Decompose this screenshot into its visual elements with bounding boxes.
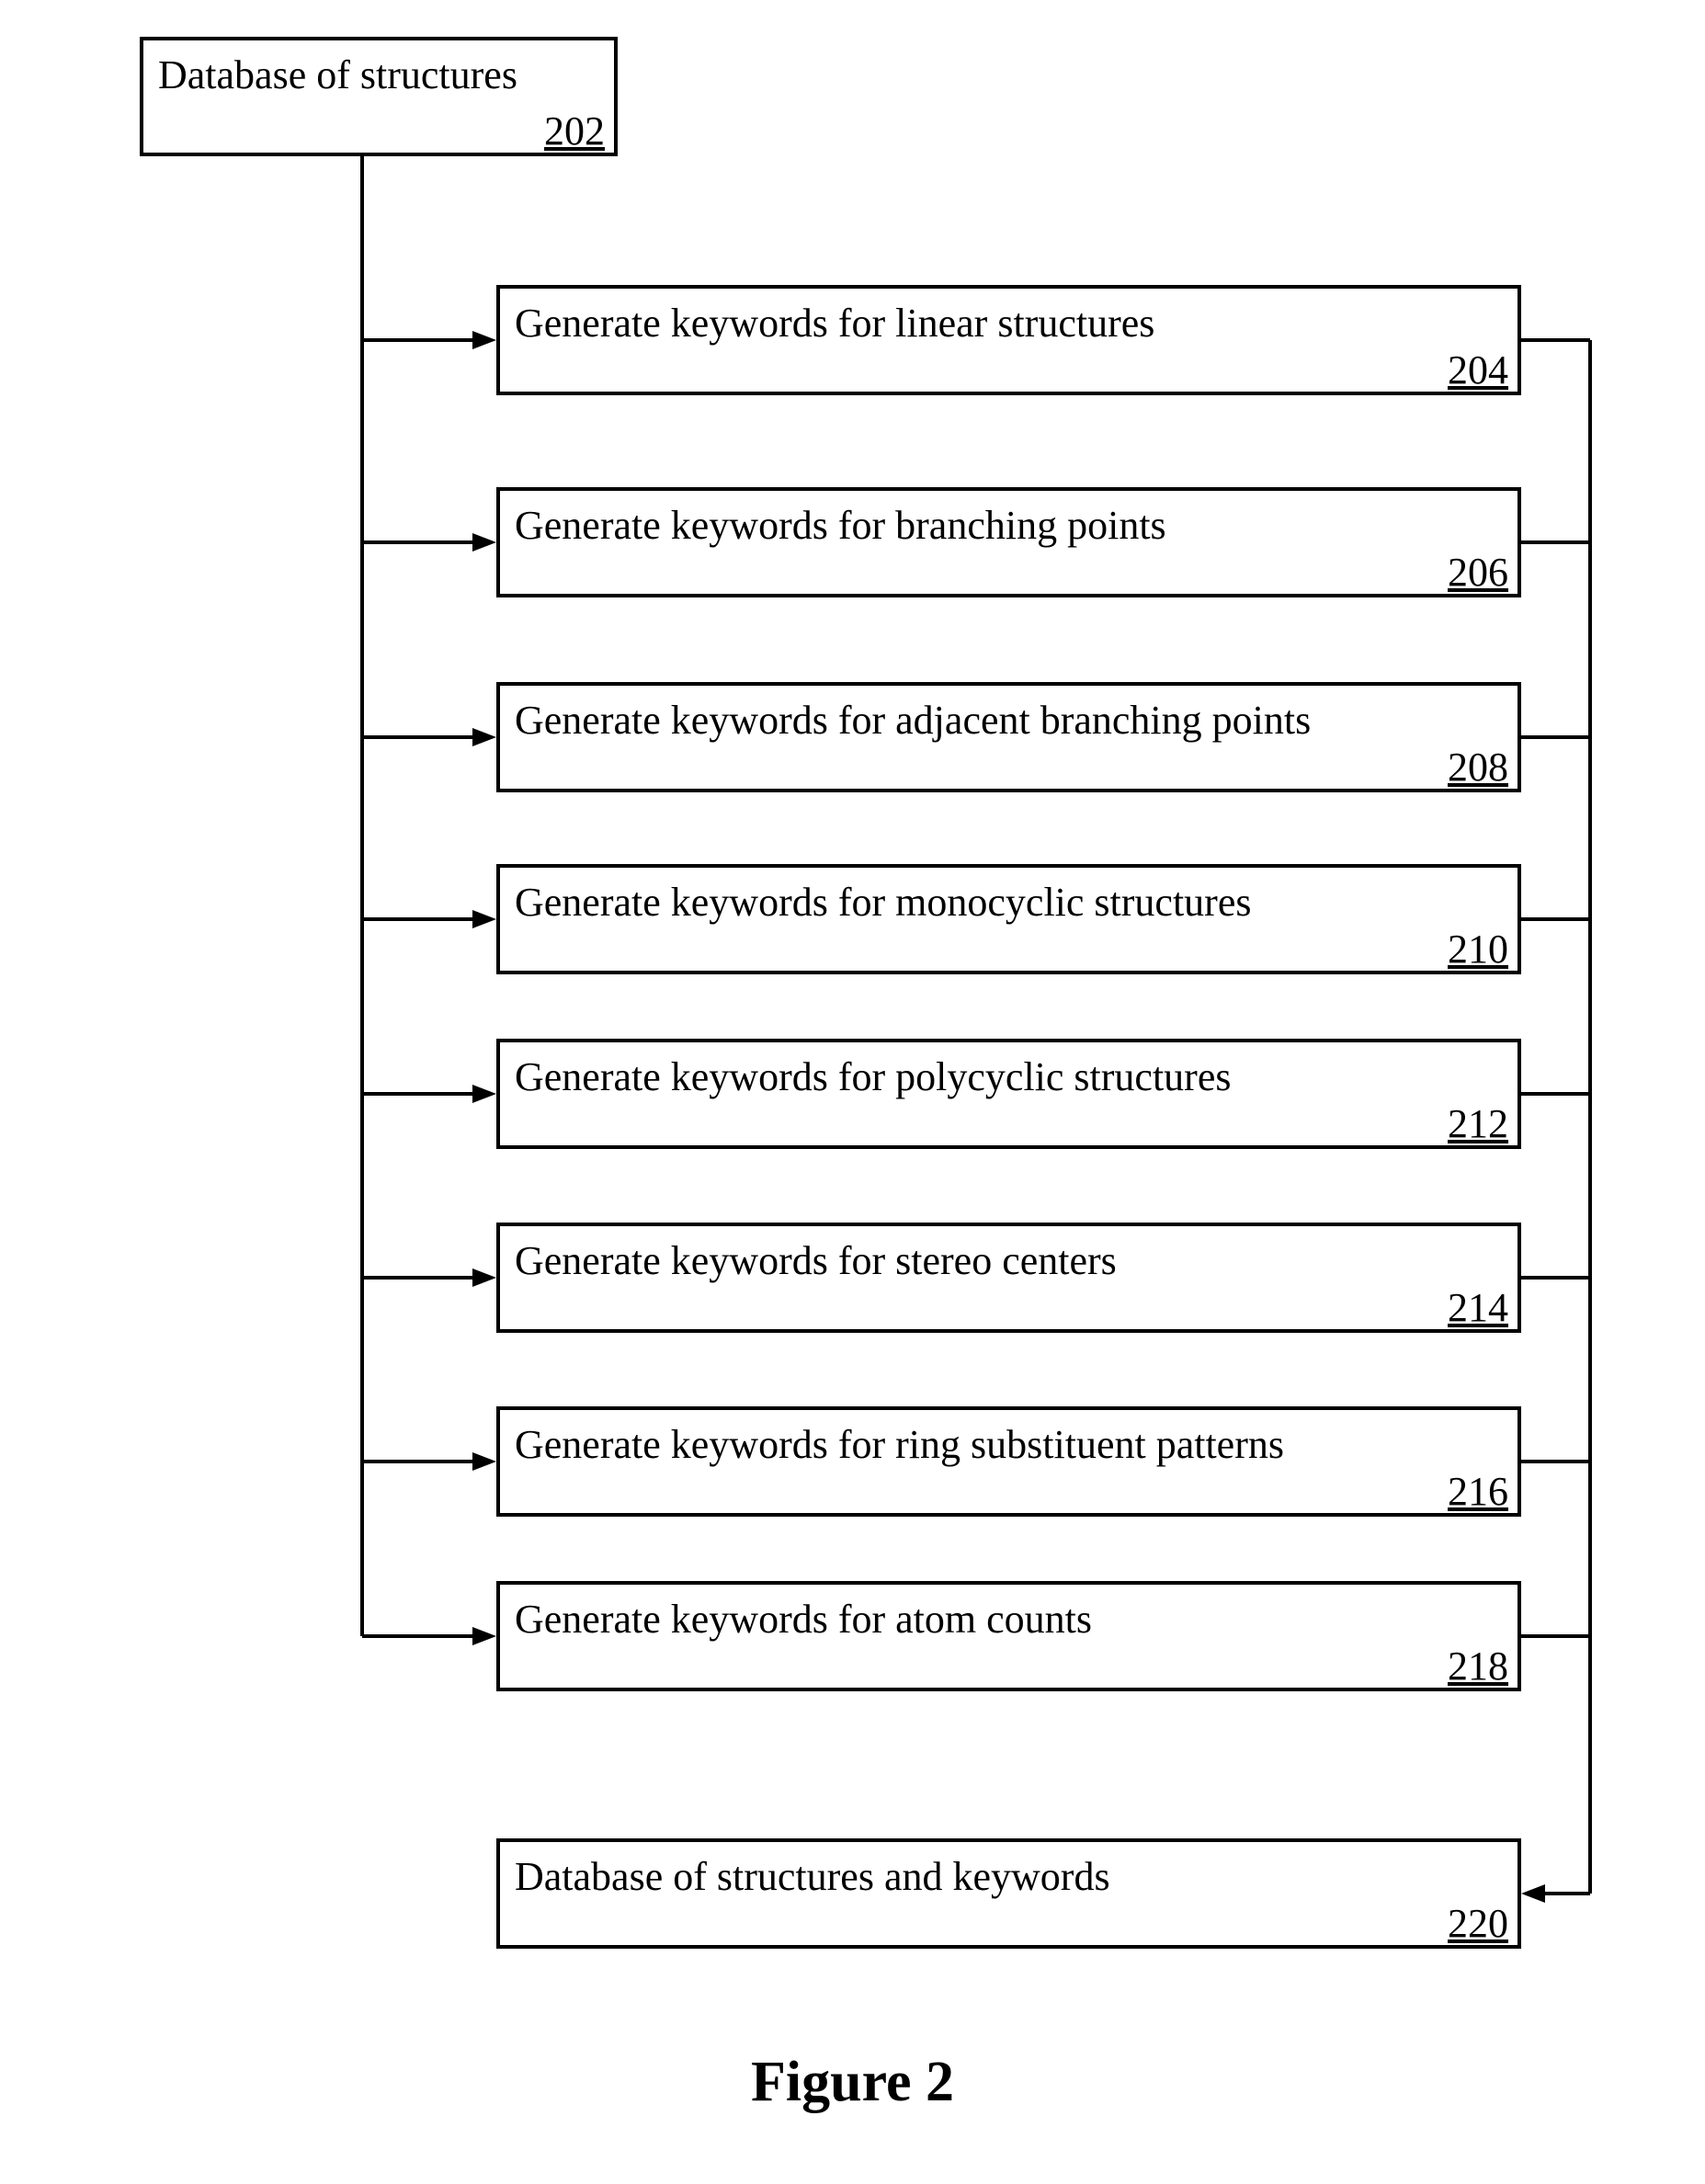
node-number: 216 bbox=[1448, 1468, 1508, 1515]
node-database-structures-keywords: Database of structures and keywords 220 bbox=[496, 1838, 1521, 1949]
node-label: Generate keywords for monocyclic structu… bbox=[515, 877, 1503, 927]
node-label: Generate keywords for atom counts bbox=[515, 1594, 1503, 1644]
node-branching-points: Generate keywords for branching points 2… bbox=[496, 487, 1521, 597]
figure-caption: Figure 2 bbox=[0, 2050, 1705, 2115]
node-number: 206 bbox=[1448, 549, 1508, 596]
node-adjacent-branching-points: Generate keywords for adjacent branching… bbox=[496, 682, 1521, 792]
node-label: Generate keywords for stereo centers bbox=[515, 1235, 1503, 1286]
node-label: Generate keywords for polycyclic structu… bbox=[515, 1052, 1503, 1102]
node-number: 214 bbox=[1448, 1284, 1508, 1331]
node-number: 220 bbox=[1448, 1900, 1508, 1947]
node-number: 204 bbox=[1448, 347, 1508, 393]
node-database-of-structures: Database of structures 202 bbox=[140, 37, 618, 156]
node-number: 202 bbox=[544, 108, 605, 154]
node-number: 218 bbox=[1448, 1643, 1508, 1689]
node-ring-substituent-patterns: Generate keywords for ring substituent p… bbox=[496, 1406, 1521, 1517]
node-number: 212 bbox=[1448, 1100, 1508, 1147]
node-number: 208 bbox=[1448, 744, 1508, 791]
node-number: 210 bbox=[1448, 926, 1508, 973]
node-polycyclic-structures: Generate keywords for polycyclic structu… bbox=[496, 1039, 1521, 1149]
node-label: Generate keywords for branching points bbox=[515, 500, 1503, 551]
node-monocyclic-structures: Generate keywords for monocyclic structu… bbox=[496, 864, 1521, 974]
flowchart-canvas: Database of structures 202 Generate keyw… bbox=[0, 0, 1705, 2184]
node-stereo-centers: Generate keywords for stereo centers 214 bbox=[496, 1223, 1521, 1333]
node-label: Generate keywords for adjacent branching… bbox=[515, 695, 1503, 745]
node-atom-counts: Generate keywords for atom counts 218 bbox=[496, 1581, 1521, 1691]
node-linear-structures: Generate keywords for linear structures … bbox=[496, 285, 1521, 395]
node-label: Generate keywords for linear structures bbox=[515, 298, 1503, 348]
node-label: Database of structures bbox=[158, 50, 599, 100]
node-label: Generate keywords for ring substituent p… bbox=[515, 1419, 1503, 1470]
node-label: Database of structures and keywords bbox=[515, 1851, 1503, 1902]
